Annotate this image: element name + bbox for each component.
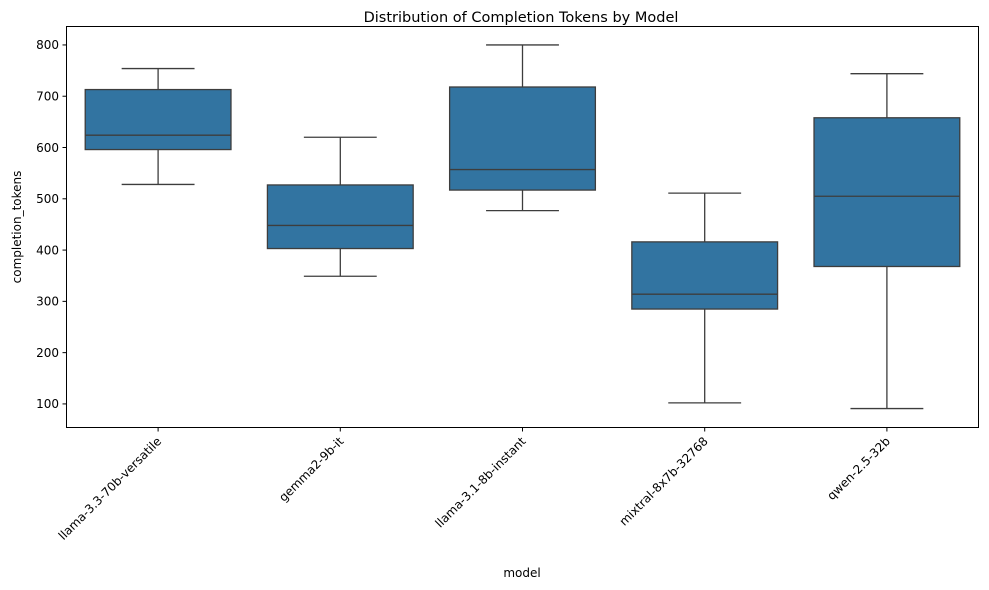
y-tick-label: 800 [36, 38, 59, 52]
box-gemma2-9b-it [266, 136, 414, 277]
y-tick-label: 500 [36, 192, 59, 206]
iqr-box [266, 184, 414, 250]
box-llama-3.3-70b-versatile [84, 67, 232, 186]
y-tick-label: 100 [36, 397, 59, 411]
y-tick-label: 600 [36, 141, 59, 155]
box-qwen-2.5-32b [813, 73, 961, 410]
iqr-box [84, 88, 232, 151]
y-tick-label: 300 [36, 295, 59, 309]
y-axis: 100 200 300 400 500 600 700 800 [36, 38, 67, 411]
chart-title: Distribution of Completion Tokens by Mod… [364, 10, 679, 26]
y-tick-label: 700 [36, 90, 59, 104]
y-tick-label: 400 [36, 243, 59, 257]
iqr-box [813, 117, 961, 268]
iqr-box [448, 86, 597, 191]
plot-marks [84, 44, 961, 410]
box-mixtral-8x7b-32768 [631, 192, 779, 404]
iqr-box [631, 241, 779, 310]
y-tick-label: 200 [36, 346, 59, 360]
y-axis-label: completion_tokens [10, 171, 24, 284]
x-axis-label: model [503, 566, 540, 580]
box-llama-3.1-8b-instant [448, 44, 597, 212]
